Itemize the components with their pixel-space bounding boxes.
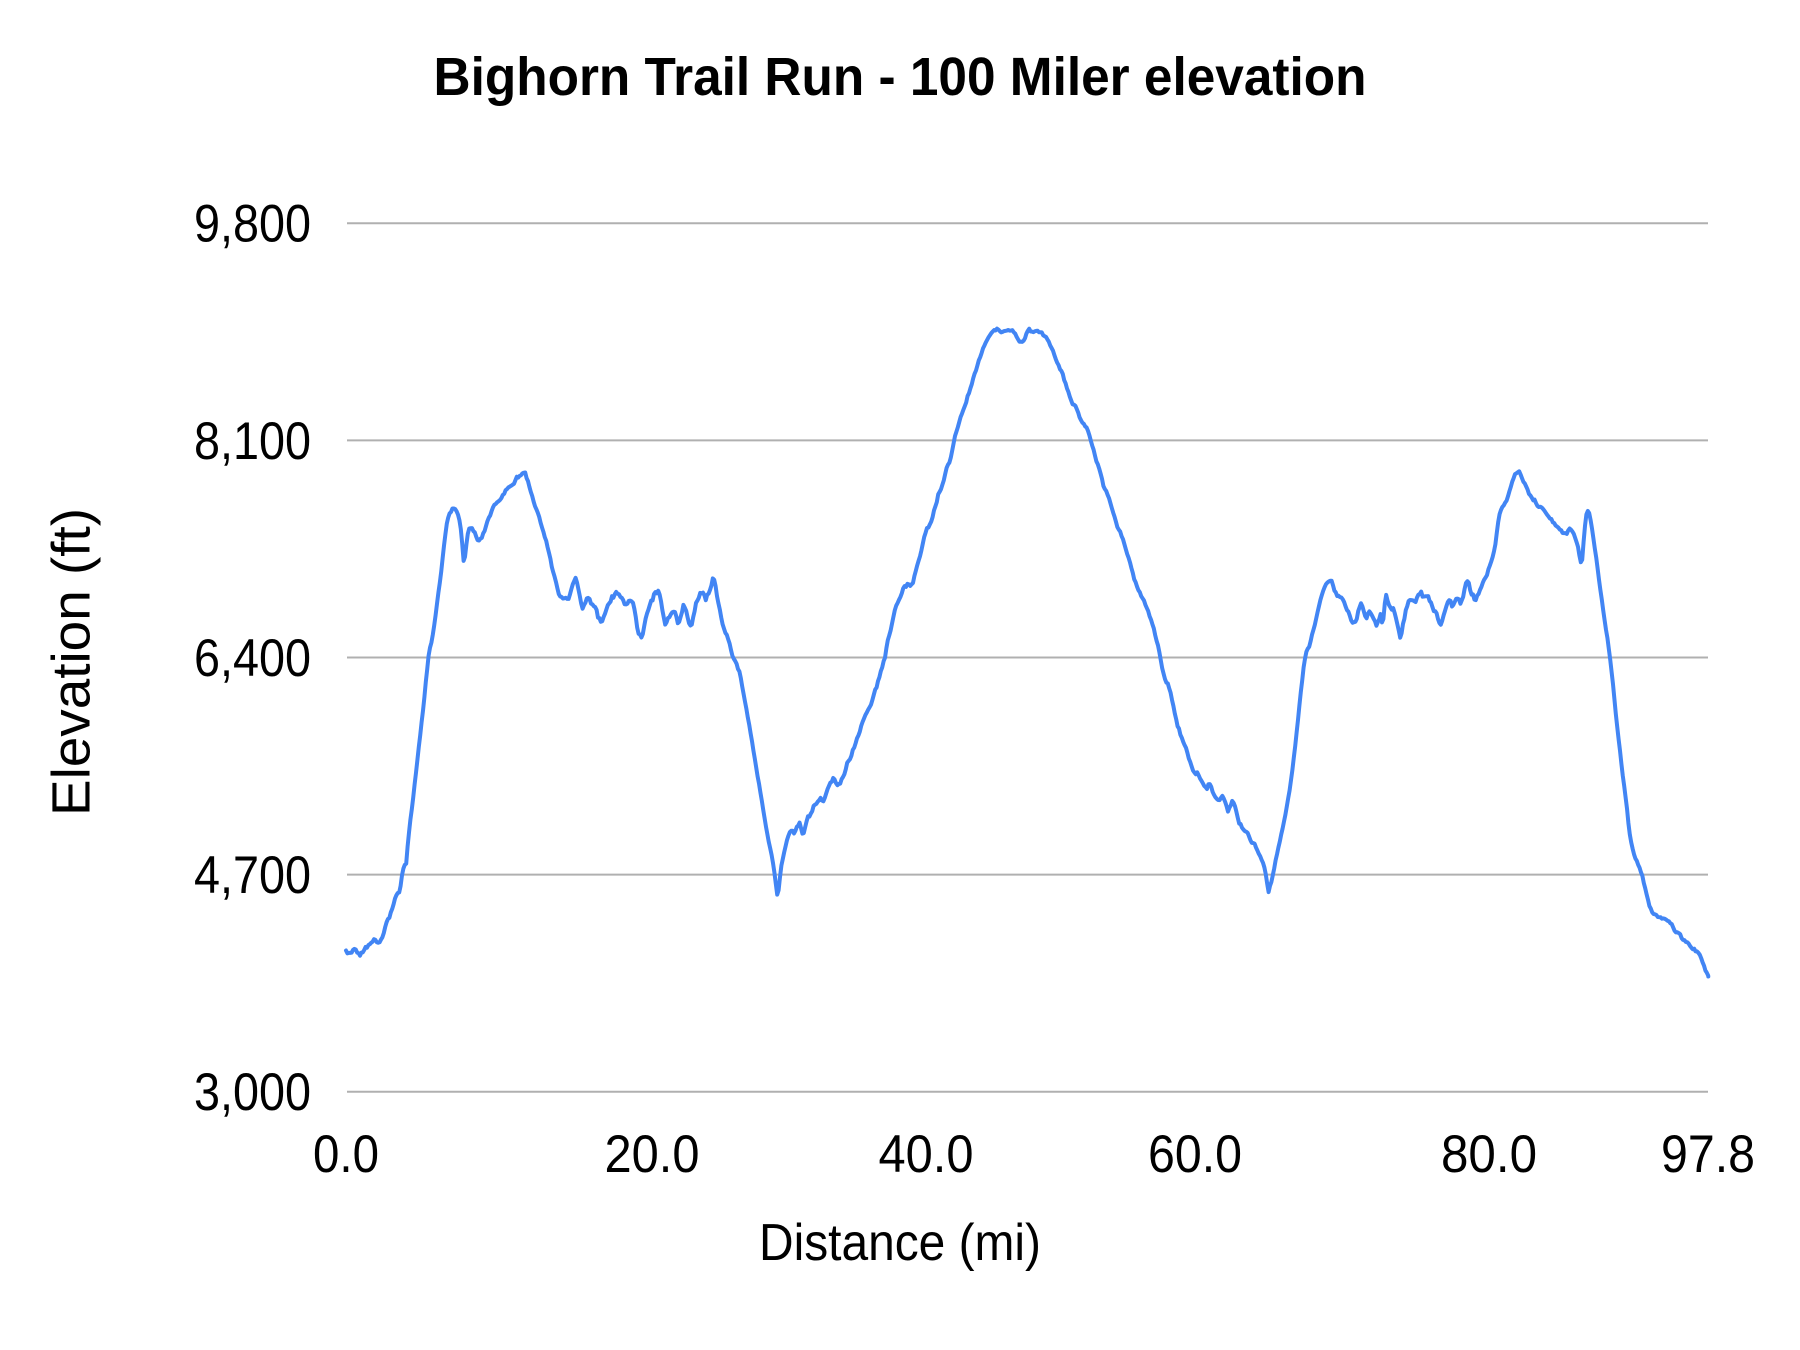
svg-text:60.0: 60.0: [1148, 1125, 1242, 1184]
svg-text:Bighorn Trail Run - 100 Miler: Bighorn Trail Run - 100 Miler elevation: [434, 47, 1367, 107]
svg-text:80.0: 80.0: [1441, 1125, 1537, 1184]
svg-text:Elevation (ft): Elevation (ft): [42, 508, 102, 816]
svg-text:6,400: 6,400: [194, 629, 311, 688]
svg-text:9,800: 9,800: [194, 195, 311, 254]
svg-text:3,000: 3,000: [194, 1063, 311, 1122]
svg-text:Distance (mi): Distance (mi): [759, 1214, 1041, 1272]
svg-text:0.0: 0.0: [313, 1125, 379, 1184]
svg-text:4,700: 4,700: [194, 846, 311, 905]
svg-text:8,100: 8,100: [194, 412, 311, 471]
svg-text:97.8: 97.8: [1661, 1125, 1755, 1184]
svg-text:20.0: 20.0: [605, 1125, 700, 1184]
svg-text:40.0: 40.0: [879, 1125, 974, 1184]
